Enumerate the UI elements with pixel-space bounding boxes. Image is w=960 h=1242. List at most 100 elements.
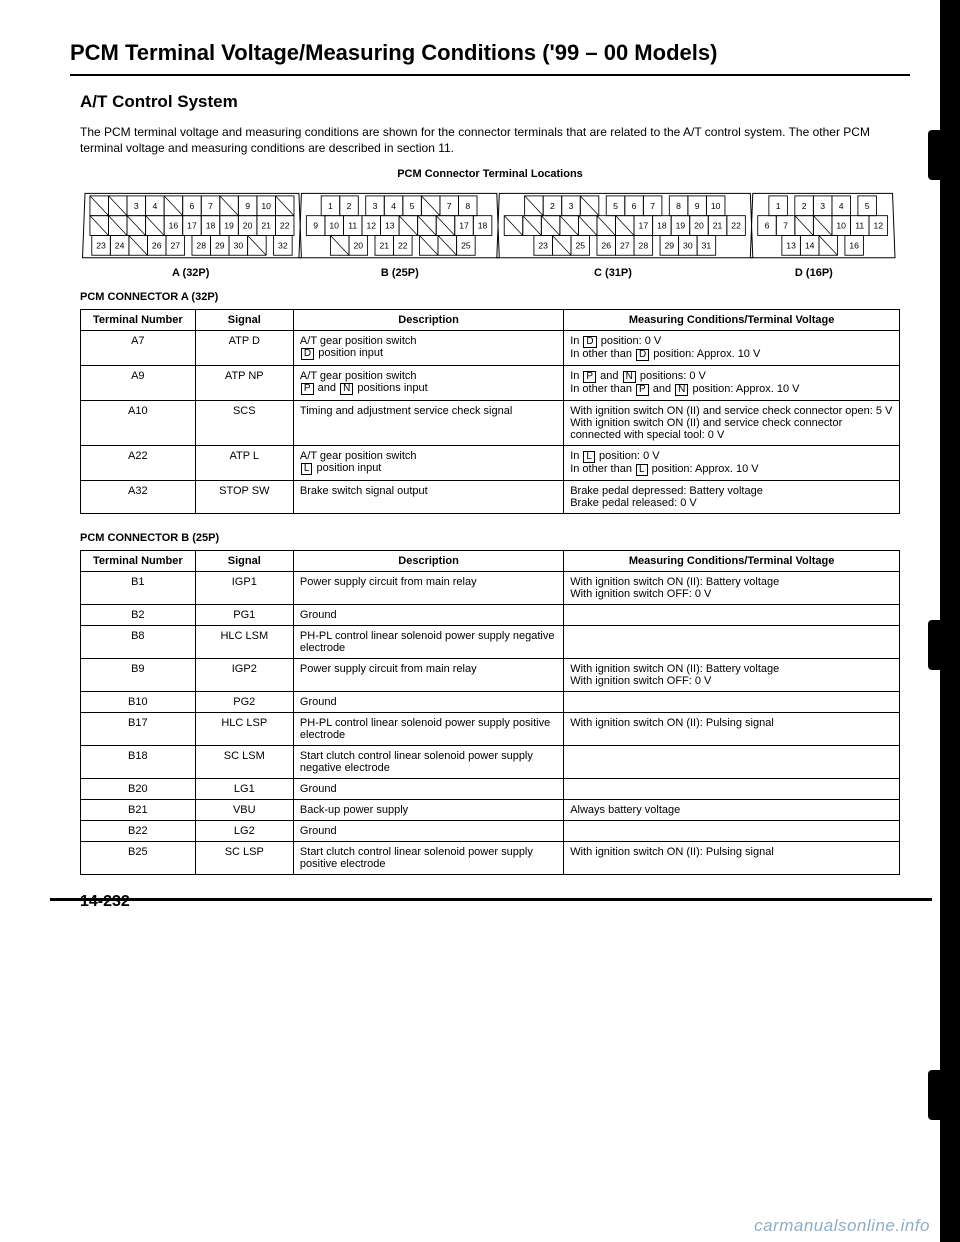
svg-text:30: 30 [683,241,693,251]
table-cell: Ground [293,605,563,626]
col-header: Description [293,551,563,572]
svg-text:24: 24 [115,241,125,251]
table-cell [564,605,900,626]
svg-text:31: 31 [702,241,712,251]
svg-text:4: 4 [839,201,844,211]
section-subtitle: A/T Control System [80,92,910,112]
svg-text:6: 6 [765,221,770,231]
table-cell: B10 [81,692,196,713]
svg-text:26: 26 [601,241,611,251]
table-cell [564,821,900,842]
svg-text:32: 32 [278,241,288,251]
svg-text:30: 30 [234,241,244,251]
table-cell: B18 [81,746,196,779]
svg-text:3: 3 [373,201,378,211]
table-cell: PH-PL control linear solenoid power supp… [293,713,563,746]
table-cell: A7 [81,331,196,366]
bottom-rule [50,898,932,901]
svg-text:9: 9 [313,221,318,231]
svg-text:7: 7 [650,201,655,211]
svg-text:18: 18 [206,221,216,231]
table-cell: With ignition switch ON (II) and service… [564,401,900,446]
table-cell: Brake switch signal output [293,481,563,514]
svg-text:5: 5 [865,201,870,211]
watermark: carmanualsonline.info [754,1216,930,1236]
table-cell: PH-PL control linear solenoid power supp… [293,626,563,659]
svg-text:19: 19 [676,221,686,231]
svg-text:8: 8 [676,201,681,211]
table-cell: Back-up power supply [293,800,563,821]
svg-text:5: 5 [410,201,415,211]
table-cell: VBU [195,800,293,821]
table-cell: HLC LSM [195,626,293,659]
svg-text:25: 25 [575,241,585,251]
svg-text:11: 11 [855,221,864,231]
svg-text:7: 7 [447,201,452,211]
svg-text:4: 4 [152,201,157,211]
thumb-tab [928,620,960,670]
table-cell: B25 [81,842,196,875]
table-cell: Power supply circuit from main relay [293,572,563,605]
svg-text:29: 29 [215,241,225,251]
svg-text:13: 13 [786,241,796,251]
table-cell: In P and N positions: 0 VIn other than P… [564,366,900,401]
table-cell: STOP SW [195,481,293,514]
svg-text:7: 7 [783,221,788,231]
svg-text:11: 11 [348,221,357,231]
svg-text:3: 3 [569,201,574,211]
svg-text:8: 8 [465,201,470,211]
table-cell: Ground [293,692,563,713]
table-cell: In D position: 0 VIn other than D positi… [564,331,900,366]
svg-text:21: 21 [261,221,271,231]
table-cell: Timing and adjustment service check sign… [293,401,563,446]
thumb-tab [928,1070,960,1120]
svg-text:3: 3 [820,201,825,211]
table-cell: ATP NP [195,366,293,401]
svg-text:25: 25 [461,241,471,251]
table-cell: A32 [81,481,196,514]
connector-labels: A (32P) B (25P) C (31P) D (16P) [80,267,900,279]
table-cell: IGP1 [195,572,293,605]
svg-text:17: 17 [639,221,649,231]
svg-text:28: 28 [196,241,206,251]
table-cell: LG1 [195,779,293,800]
svg-text:12: 12 [873,221,883,231]
col-header: Description [293,310,563,331]
svg-text:1: 1 [328,201,333,211]
table-cell: A9 [81,366,196,401]
svg-text:20: 20 [353,241,363,251]
svg-text:16: 16 [169,221,179,231]
svg-text:1: 1 [776,201,781,211]
table-cell: Power supply circuit from main relay [293,659,563,692]
svg-text:10: 10 [711,201,721,211]
table-cell: ATP D [195,331,293,366]
connector-label-b: B (25P) [301,267,498,279]
svg-text:28: 28 [639,241,649,251]
table-cell: SC LSP [195,842,293,875]
table-cell: B21 [81,800,196,821]
table-cell: IGP2 [195,659,293,692]
connector-label-a: A (32P) [80,267,301,279]
table-cell: A/T gear position switchP and N position… [293,366,563,401]
table-cell: PG1 [195,605,293,626]
page-title: PCM Terminal Voltage/Measuring Condition… [70,40,910,66]
svg-text:23: 23 [96,241,106,251]
svg-text:29: 29 [665,241,675,251]
svg-text:10: 10 [261,201,271,211]
table-cell: A/T gear position switchL position input [293,446,563,481]
table-a: Terminal Number Signal Description Measu… [80,309,900,514]
svg-text:6: 6 [190,201,195,211]
thumb-tab [928,130,960,180]
diagram-title: PCM Connector Terminal Locations [70,168,910,180]
table-cell: PG2 [195,692,293,713]
svg-text:4: 4 [391,201,396,211]
svg-text:23: 23 [538,241,548,251]
svg-text:13: 13 [385,221,395,231]
table-cell: SCS [195,401,293,446]
table-cell: B9 [81,659,196,692]
table-cell: Ground [293,821,563,842]
svg-text:26: 26 [152,241,162,251]
table-cell: HLC LSP [195,713,293,746]
table-cell [564,746,900,779]
table-cell: B22 [81,821,196,842]
